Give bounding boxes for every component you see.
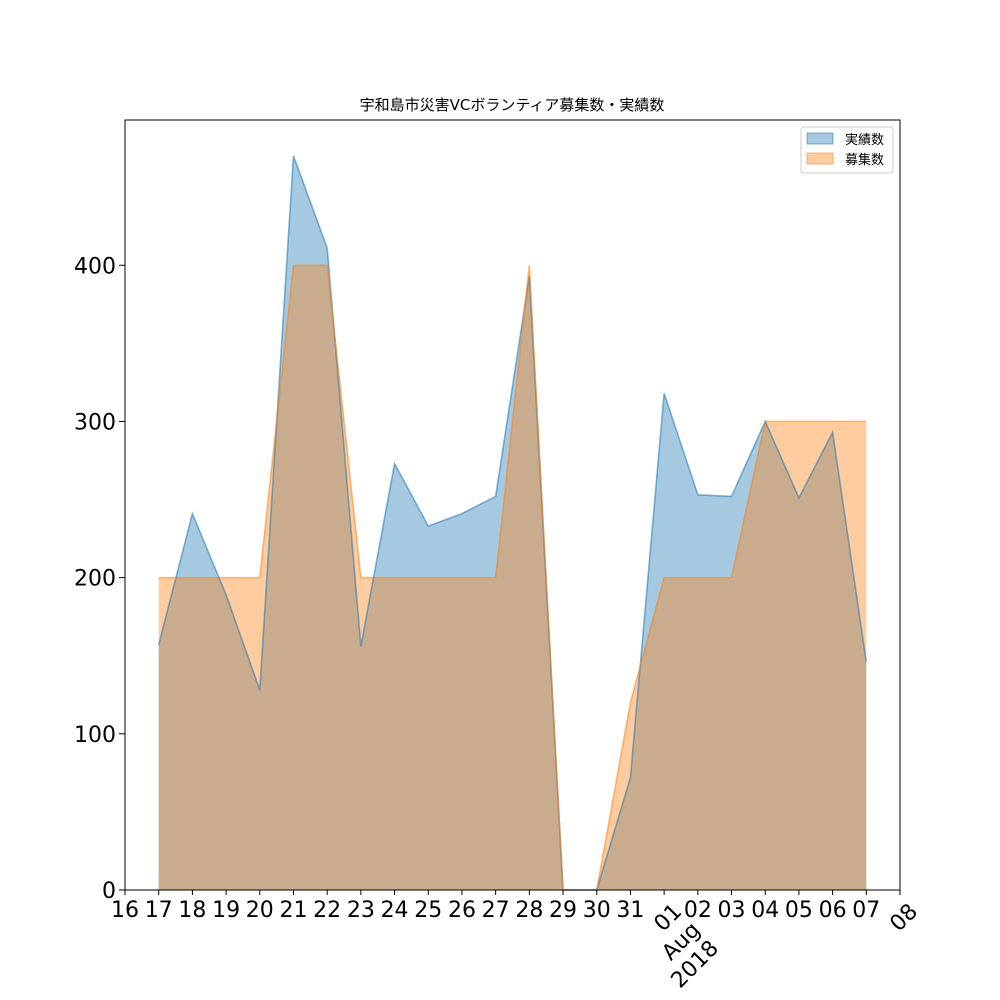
x-tick-label: 17 <box>145 898 173 923</box>
legend-swatch <box>806 132 834 145</box>
x-tick-label: 24 <box>381 898 409 923</box>
line-series-1 <box>158 264 867 891</box>
x-tick-label: 16 <box>111 898 139 923</box>
x-tick-label: 29 <box>549 898 577 923</box>
x-tick-label: 18 <box>178 898 206 923</box>
x-tick-label: 03 <box>718 898 746 923</box>
legend-swatch <box>806 152 834 165</box>
x-tick-label: 27 <box>482 898 510 923</box>
x-tick-label: 06 <box>819 898 847 923</box>
y-tick-label: 0 <box>102 879 116 904</box>
plot-areas <box>158 155 867 891</box>
plot-lines <box>157 155 868 891</box>
legend-label: 募集数 <box>845 152 884 168</box>
y-tick-label: 400 <box>74 254 116 279</box>
y-tick-label: 300 <box>74 410 116 435</box>
x-tick-label: 02 <box>684 898 712 923</box>
area-series-0 <box>158 155 867 891</box>
x-tick-label: 07 <box>852 898 880 923</box>
x-tick-label: 26 <box>448 898 476 923</box>
x-tick-label: 25 <box>414 898 442 923</box>
x-axis: 16 17 18 19 20 21 22 23 24 25 26 27 28 29 30 31 01Aug201… <box>111 890 923 993</box>
legend-label: 実績数 <box>845 132 884 148</box>
x-tick-label: 22 <box>313 898 341 923</box>
x-tick-label: 19 <box>212 898 240 923</box>
plot-frame <box>124 119 901 891</box>
y-tick-label: 200 <box>74 567 116 592</box>
x-tick-label: 28 <box>515 898 543 923</box>
x-tick-label: 04 <box>751 898 779 923</box>
x-tick-label: 30 <box>583 898 611 923</box>
x-tick-label: 31 <box>616 898 644 923</box>
y-axis: 0 100 200 300 400 <box>74 254 125 904</box>
x-tick-label: 23 <box>347 898 375 923</box>
x-tick-label: 05 <box>785 898 813 923</box>
legend-box <box>800 126 894 174</box>
y-tick-label: 100 <box>74 723 116 748</box>
chart-title: 宇和島市災害VCボランティア募集数・実績数 <box>360 96 665 114</box>
area-series-1 <box>158 265 867 890</box>
x-tick-label: 20 <box>246 898 274 923</box>
x-tick-label: 21 <box>279 898 307 923</box>
x-tick-label: 08 <box>885 899 922 936</box>
